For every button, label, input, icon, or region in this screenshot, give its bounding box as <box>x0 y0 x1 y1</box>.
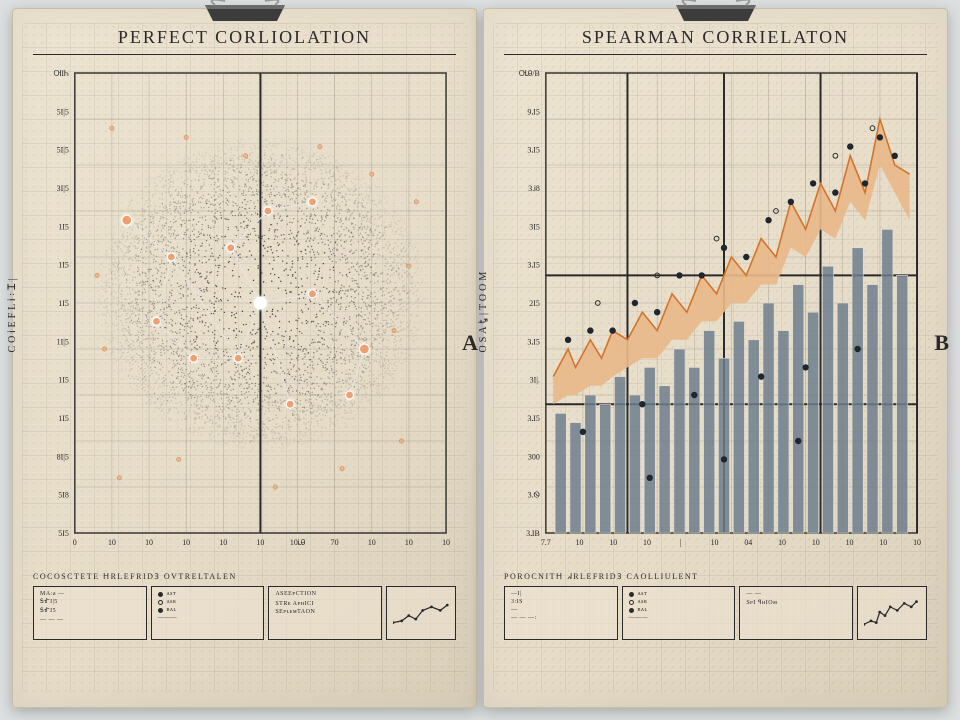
side-letter-a: A <box>462 330 478 356</box>
legend-box <box>386 586 456 640</box>
legend-box: ASEEᴘCTIONSTRᴇ AᴘʜICISEᴘʟᴇᴍTAON <box>268 586 382 640</box>
right-card: SPEARMAN CORRIELATON B OSAᎿ|TOOM 7.71010… <box>483 8 948 708</box>
rule <box>33 54 456 55</box>
legend-box <box>857 586 927 640</box>
side-letter-b: B <box>934 330 949 356</box>
left-ylabel: COᎥEFLᎥ꞉Ꮖ| <box>7 275 18 352</box>
legend-box: ᴀsᴛᴀsʀʙᴀʟ——— <box>151 586 265 640</box>
rule <box>504 54 927 55</box>
cards-container: PERFECT CORLIOLATION A COᎥEFLᎥ꞉Ꮖ| 010101… <box>12 8 948 708</box>
legend-box: —I|3꞉IS—— — —: <box>504 586 618 640</box>
left-legend: MA꞉a —ᎦᎹI|5ᎦᎹI5— — —ᴀsᴛᴀsʀʙᴀʟ———ASEEᴘCTI… <box>33 586 456 640</box>
left-footer: COCOSCTETE ᕼRLEFRIDꝪ OVTRELTALEN MA꞉a —Ꭶ… <box>33 571 456 640</box>
legend-box: ᴀsᴛᴀsʀʙᴀʟ——— <box>622 586 736 640</box>
left-card: PERFECT CORLIOLATION A COᎥEFLᎥ꞉Ꮖ| 010101… <box>12 8 477 708</box>
binder-clip-icon <box>185 0 305 33</box>
legend-box: — —SᴘI ꟼʜIOᴍ <box>739 586 853 640</box>
left-chart: 0101010101010ᎥᎯ70101010ᎺIᏂ5I|55I|53I|51I… <box>33 63 456 563</box>
legend-box: MA꞉a —ᎦᎹI|5ᎦᎹI5— — — <box>33 586 147 640</box>
binder-clip-icon <box>656 0 776 33</box>
right-footer-caption: POROCNITᕼ ᖽRLEFRIDꝪ CAOLLIULENT <box>504 571 927 582</box>
right-chart: 7.7101010|10041010101010ᎺᎯ/B9᎐I53᎐I53.Ꭵ8… <box>504 63 927 563</box>
left-footer-caption: COCOSCTETE ᕼRLEFRIDꝪ OVTRELTALEN <box>33 571 456 582</box>
right-legend: —I|3꞉IS—— — —:ᴀsᴛᴀsʀʙᴀʟ———— —SᴘI ꟼʜIOᴍ <box>504 586 927 640</box>
right-ylabel: OSAᎿ|TOOM <box>478 269 489 353</box>
right-footer: POROCNITᕼ ᖽRLEFRIDꝪ CAOLLIULENT —I|3꞉IS—… <box>504 571 927 640</box>
